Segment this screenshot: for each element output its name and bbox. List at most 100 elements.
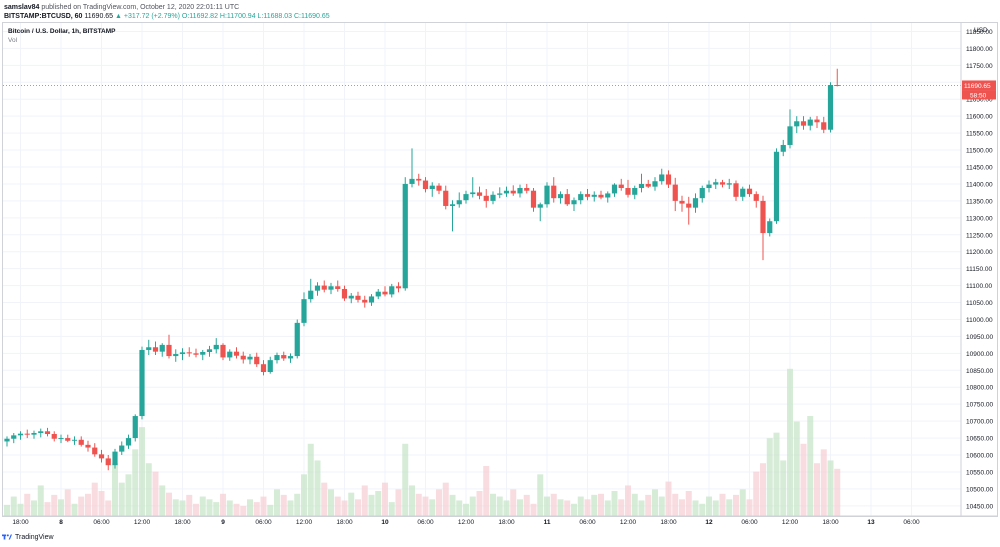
candle-body[interactable] [125,438,132,446]
candle-body[interactable] [240,355,246,360]
candle-body[interactable] [483,195,489,201]
candle-body[interactable] [557,194,564,199]
candle-body[interactable] [571,200,577,205]
candle-body[interactable] [31,432,37,435]
candle-body[interactable] [395,286,402,289]
candle-body[interactable] [71,439,78,441]
candle-body[interactable] [470,192,476,195]
candle-body[interactable] [159,344,165,352]
candle-body[interactable] [112,451,118,466]
candle-body[interactable] [220,344,226,358]
candle-body[interactable] [173,354,179,357]
candle-body[interactable] [422,180,429,190]
candle-body[interactable] [740,188,746,197]
candle-body[interactable] [578,194,584,201]
candle-body[interactable] [193,353,199,355]
candle-body[interactable] [4,438,10,442]
candle-body[interactable] [476,192,483,196]
candle-body[interactable] [827,85,834,130]
candle-body[interactable] [58,438,64,440]
candle-body[interactable] [92,447,98,455]
candle-body[interactable] [524,188,530,191]
candle-body[interactable] [706,184,712,189]
candle-body[interactable] [551,185,557,199]
candle-body[interactable] [665,174,672,185]
candle-body[interactable] [814,119,820,123]
candle-body[interactable] [449,204,456,206]
candle-body[interactable] [402,183,408,289]
candle-body[interactable] [517,188,523,194]
candle-body[interactable] [530,190,537,208]
candle-body[interactable] [598,194,604,198]
candle-body[interactable] [308,290,314,300]
candle-body[interactable] [794,121,800,127]
candle-body[interactable] [632,188,638,195]
candle-body[interactable] [382,291,388,295]
candle-body[interactable] [503,190,510,194]
candle-body[interactable] [753,194,759,201]
candle-body[interactable] [105,458,111,466]
candle-body[interactable] [341,288,348,299]
candle-body[interactable] [443,190,449,206]
candle-body[interactable] [497,193,503,195]
candle-body[interactable] [186,352,192,354]
candle-body[interactable] [686,203,692,208]
candle-body[interactable] [11,435,17,439]
candle-body[interactable] [206,349,213,353]
candle-body[interactable] [699,188,705,199]
candle-body[interactable] [416,178,422,181]
candle-body[interactable] [767,221,773,234]
candle-body[interactable] [362,299,368,303]
candle-body[interactable] [166,344,172,357]
candle-body[interactable] [773,151,780,222]
candle-body[interactable] [321,285,327,290]
candle-body[interactable] [821,122,827,130]
candle-body[interactable] [659,174,665,182]
candle-body[interactable] [679,200,685,204]
candle-body[interactable] [713,182,719,185]
candle-body[interactable] [760,200,766,234]
candle-body[interactable] [625,188,631,195]
candle-body[interactable] [726,183,732,185]
candle-body[interactable] [274,355,280,361]
candle-body[interactable] [227,351,233,358]
candle-body[interactable] [605,193,611,198]
candle-body[interactable] [44,431,51,435]
candle-body[interactable] [233,351,240,356]
candle-body[interactable] [38,431,44,433]
candle-body[interactable] [139,349,145,417]
candle-body[interactable] [780,144,786,152]
candle-body[interactable] [287,356,294,359]
candle-body[interactable] [456,200,462,205]
candle-body[interactable] [132,416,138,439]
candle-body[interactable] [152,347,159,352]
candle-body[interactable] [260,364,267,372]
candle-body[interactable] [429,185,435,190]
candle-body[interactable] [98,454,105,459]
candle-body[interactable] [537,204,543,208]
candle-body[interactable] [17,433,24,436]
candle-body[interactable] [146,347,152,350]
candle-body[interactable] [24,433,30,435]
footer-brand[interactable]: TradingView [2,530,54,544]
candle-body[interactable] [618,184,624,189]
candle-body[interactable] [51,434,57,439]
candle-body[interactable] [65,438,71,441]
candle-body[interactable] [584,194,591,197]
candle-body[interactable] [638,183,645,189]
candle-body[interactable] [692,198,699,208]
candle-body[interactable] [787,126,793,145]
candle-body[interactable] [719,182,726,185]
candle-body[interactable] [348,295,354,299]
candle-body[interactable] [672,184,678,201]
candle-body[interactable] [611,184,618,194]
candle-body[interactable] [368,296,375,303]
candle-body[interactable] [85,444,91,448]
candle-body[interactable] [328,286,334,290]
candle-body[interactable] [807,119,813,126]
candle-body[interactable] [179,352,186,355]
candle-body[interactable] [294,322,300,357]
candle-body[interactable] [463,194,469,201]
candle-body[interactable] [544,185,550,205]
candle-body[interactable] [436,185,442,191]
